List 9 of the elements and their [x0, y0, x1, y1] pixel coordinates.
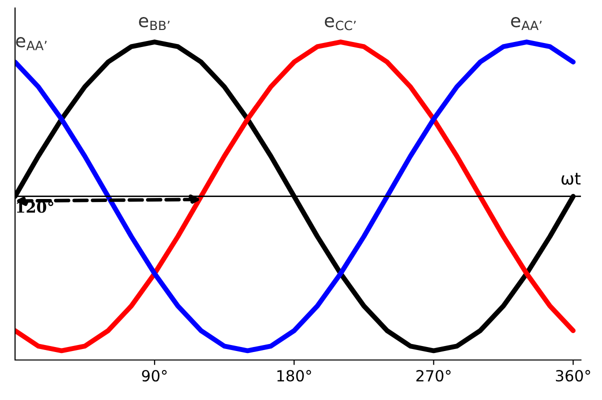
x-tick-label: 180°: [277, 370, 312, 382]
annotation: e$_{CC’}$: [324, 16, 356, 30]
x-tick-label: 360°: [556, 370, 590, 382]
annotation: e$_{AA’}$: [16, 37, 47, 50]
x-tick-label: 90°: [142, 370, 167, 382]
annotation: e$_{AA’}$: [511, 16, 542, 30]
ref-line-label: ωt: [562, 172, 581, 185]
annotation: e$_{BB’}$: [138, 16, 170, 30]
x-tick-label: 270°: [416, 370, 451, 382]
